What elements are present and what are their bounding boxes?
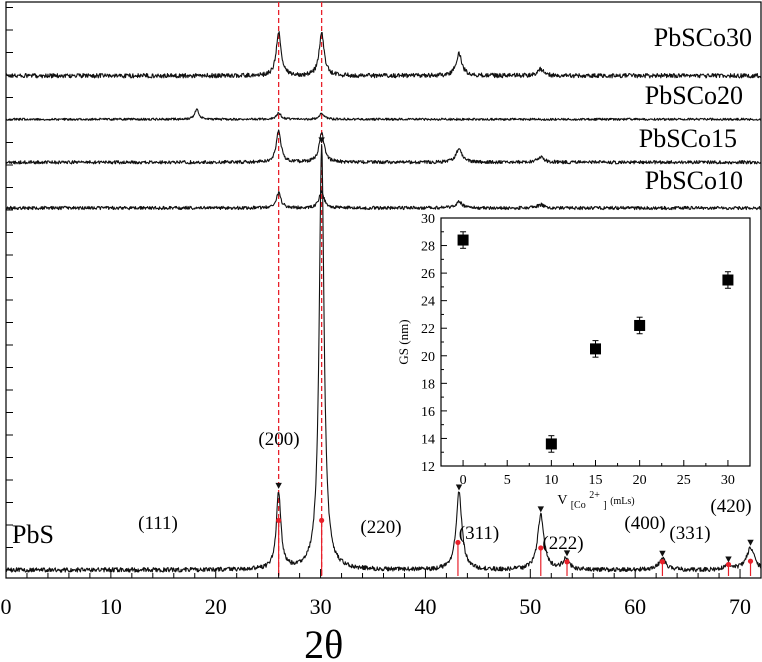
reference-lines [277,2,323,578]
miller-label-311: (311) [459,523,499,544]
peak-markers [275,137,754,563]
inset-y-tick-label-22: 22 [421,322,435,337]
reference-point-2 [455,539,461,546]
inset-data-points [457,231,734,453]
peak-marker-5 [659,550,666,557]
x-tick-label-20: 20 [205,594,227,619]
series-label-pbsco15: PbSCo15 [639,124,737,153]
inset-x-tick-label-25: 25 [677,473,691,488]
x-tick-label-40: 40 [414,594,436,619]
series-label-pbsco10: PbSCo10 [645,166,743,195]
peak-marker-1 [318,137,325,144]
miller-label-200: (200) [258,429,299,450]
pattern-line-pbsco10 [5,190,762,211]
main-x-axis-label: 2θ [304,622,343,662]
inset-x-axis-label: V [Co 2+ ] (mLs) [557,487,634,512]
inset-x-tick-label-0: 0 [460,473,467,488]
inset-point-1 [545,438,557,450]
inset-y-tick-label-16: 16 [421,405,435,420]
inset-x-tick-label-15: 15 [589,473,603,488]
reference-point-1 [319,517,325,524]
inset-axes: 12 14 16 18 20 22 24 26 28 30 0 5 10 15 20 25 30 [421,212,751,488]
x-tick-label-50: 50 [519,594,541,619]
inset-y-tick-label-14: 14 [421,432,435,447]
reference-point-3 [538,545,544,551]
miller-label-400: (400) [624,513,665,534]
reference-point-5 [659,559,666,565]
x-tick-label-70: 70 [729,594,751,619]
inset-x-tick-label-30: 30 [721,473,735,488]
inset-point-4 [722,274,734,286]
inset-y-tick-label-28: 28 [421,240,435,255]
peak-marker-2 [455,484,463,491]
miller-label-111: (111) [138,513,178,534]
peak-marker-3 [537,506,544,513]
pattern-line-pbsco30 [5,31,762,79]
reference-pattern-stems [276,517,754,576]
pattern-line-pbsco15 [5,129,762,165]
inset-y-tick-label-30: 30 [421,212,435,227]
reference-point-4 [564,559,570,565]
inset-y-tick-label-24: 24 [421,295,435,310]
peak-marker-7 [747,539,754,546]
inset-y-axis-label: GS (nm) [396,319,411,364]
inset-y-tick-label-26: 26 [421,267,435,282]
reference-point-6 [725,561,732,568]
grain-size-inset: 12 14 16 18 20 22 24 26 28 30 0 5 10 15 20 25 30 GS (nm)… [396,212,751,512]
miller-label-420: (420) [710,496,751,517]
x-tick-label-0: 0 [1,594,12,619]
miller-label-331: (331) [669,523,710,544]
main-x-axis: 0 10 20 30 40 50 60 70 [1,569,762,619]
inset-x-label-unit: (mLs) [610,496,634,507]
inset-y-tick-label-12: 12 [421,460,435,475]
x-tick-label-60: 60 [624,594,646,619]
x-tick-label-30: 30 [310,594,332,619]
inset-x-tick-label-20: 20 [633,473,647,488]
diffraction-patterns [5,31,762,573]
inset-x-label-sub: [Co [571,500,586,511]
pattern-line-pbsco20 [5,108,762,121]
inset-y-tick-label-20: 20 [421,350,435,365]
peak-marker-6 [725,556,732,563]
inset-x-label-sub-end: ] [603,500,606,511]
inset-x-tick-label-5: 5 [504,473,511,488]
miller-label-220: (220) [360,517,401,538]
x-tick-label-10: 10 [100,594,122,619]
series-label-pbsco20: PbSCo20 [645,81,743,110]
inset-point-3 [634,319,646,331]
miller-label-222: (222) [542,533,583,554]
inset-x-tick-label-10: 10 [544,473,558,488]
peak-marker-0 [275,482,282,489]
main-y-ticks [6,7,13,571]
reference-point-7 [747,558,754,564]
inset-point-2 [590,343,601,355]
series-label-pbsco30: PbSCo30 [654,23,752,52]
inset-x-label-main: V [557,493,567,508]
reference-point-0 [276,517,282,524]
inset-y-tick-label-18: 18 [421,377,435,392]
series-labels: PbSCo30 PbSCo20 PbSCo15 PbSCo10 PbS [12,23,752,549]
inset-x-label-sup: 2+ [589,490,600,501]
peak-marker-4 [563,550,571,557]
miller-index-labels: (111) (200) (220) (311) (222) (400) (331)(420) [138,429,751,554]
inset-point-0 [457,234,469,246]
series-label-pbs: PbS [12,520,54,549]
